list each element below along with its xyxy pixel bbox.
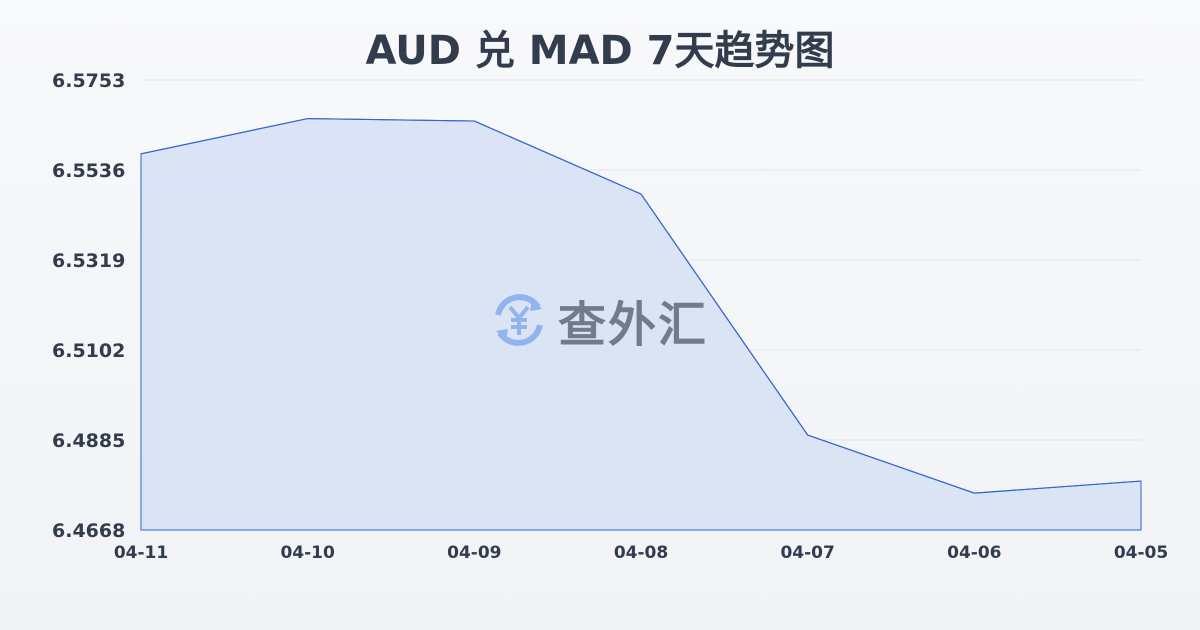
x-tick-label: 04-07 — [780, 543, 834, 563]
yen-exchange-icon — [495, 294, 543, 346]
x-tick-label: 04-09 — [447, 543, 501, 563]
y-tick-label: 6.5753 — [52, 70, 125, 92]
y-tick-label: 6.5536 — [52, 160, 125, 182]
x-tick-label: 04-05 — [1114, 543, 1168, 563]
x-tick-label: 04-06 — [947, 543, 1001, 563]
y-tick-label: 6.4885 — [52, 430, 125, 452]
x-tick-label: 04-10 — [280, 543, 335, 563]
y-tick-label: 6.5319 — [52, 250, 125, 272]
watermark: 查外汇 — [488, 285, 708, 355]
chart-title: AUD 兑 MAD 7天趋势图 — [365, 28, 835, 74]
watermark-text: 查外汇 — [558, 297, 709, 353]
x-tick-label: 04-11 — [114, 543, 168, 563]
y-tick-label: 6.4668 — [52, 520, 125, 542]
y-tick-label: 6.5102 — [52, 340, 125, 362]
x-tick-label: 04-08 — [614, 543, 668, 563]
